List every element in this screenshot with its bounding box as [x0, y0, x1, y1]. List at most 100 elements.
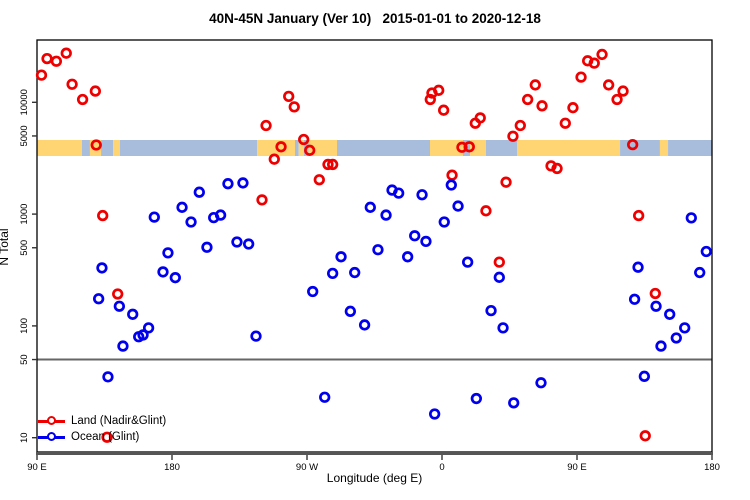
data-point-ocean: [102, 371, 114, 383]
data-point-ocean: [364, 201, 376, 213]
data-point-ocean: [250, 330, 262, 342]
data-point-ocean: [92, 293, 105, 305]
x-tick-label: 180: [164, 462, 180, 473]
map-band-segment-ocean: [337, 140, 430, 156]
y-tick-label: 10000: [19, 89, 30, 115]
map-band-segment-ocean: [295, 140, 299, 156]
data-point-land: [438, 104, 450, 116]
data-point-land: [35, 69, 48, 81]
data-point-ocean: [485, 304, 497, 317]
data-point-land: [500, 176, 512, 188]
data-point-land: [480, 205, 492, 217]
data-point-land: [551, 162, 563, 175]
data-point-ocean: [176, 201, 188, 213]
data-point-ocean: [650, 300, 662, 312]
data-point-land: [304, 144, 316, 156]
data-point-ocean: [694, 266, 706, 279]
data-point-ocean: [319, 391, 331, 403]
data-point-land: [545, 160, 557, 172]
data-point-ocean: [237, 177, 249, 189]
map-band-segment-ocean: [485, 140, 517, 156]
land-series-symbol: [38, 416, 65, 426]
data-point-ocean: [117, 340, 129, 352]
data-point-ocean: [493, 271, 505, 283]
data-point-ocean: [535, 377, 547, 389]
data-point-ocean: [372, 244, 384, 256]
data-point-land: [522, 93, 534, 106]
data-point-ocean: [358, 319, 371, 331]
data-point-ocean: [327, 267, 339, 280]
legend-label-land: Land (Nadir&Glint): [71, 415, 167, 427]
map-band-segment-ocean: [119, 140, 258, 156]
map-band-segment-land: [517, 140, 621, 156]
data-point-land: [633, 209, 645, 222]
data-point-ocean: [445, 179, 457, 191]
data-point-ocean: [127, 308, 139, 320]
data-point-ocean: [307, 285, 319, 298]
data-point-land: [97, 209, 109, 222]
map-band-segment-land: [113, 140, 120, 156]
map-band-segment-ocean: [620, 140, 660, 156]
data-point-ocean: [438, 216, 450, 228]
map-band-segment-land: [298, 140, 304, 156]
chart-title: 40N-45N January (Ver 10) 2015-01-01 to 2…: [209, 11, 541, 26]
data-point-land: [298, 133, 310, 146]
data-point-ocean: [96, 262, 108, 274]
data-point-ocean: [655, 340, 667, 352]
data-point-land: [322, 158, 334, 171]
data-point-ocean: [462, 256, 474, 268]
data-point-ocean: [664, 308, 676, 320]
map-band-segment-ocean: [101, 140, 114, 156]
data-point-land: [327, 158, 339, 171]
data-point-land: [288, 101, 300, 113]
data-point-ocean: [231, 236, 243, 248]
data-point-ocean: [628, 293, 641, 305]
map-band-segment-land: [37, 140, 82, 156]
data-point-land: [507, 130, 519, 142]
y-tick-label: 100: [19, 318, 30, 334]
data-point-land: [283, 90, 295, 103]
data-point-land: [90, 139, 102, 151]
data-point-land: [101, 431, 113, 443]
data-point-ocean: [335, 251, 347, 263]
data-point-land: [89, 85, 101, 97]
data-point-land: [474, 112, 486, 124]
data-point-ocean: [402, 251, 414, 263]
data-point-ocean: [148, 211, 160, 223]
legend-label-ocean: Ocean (Glint): [71, 431, 140, 443]
data-point-land: [536, 100, 548, 112]
map-band-segment-land: [430, 140, 463, 156]
legend-item-ocean: Ocean (Glint): [38, 429, 166, 445]
x-tick-label: 90 E: [567, 462, 587, 473]
y-tick-label: 5000: [19, 125, 30, 146]
data-point-land: [493, 256, 505, 268]
map-band-segment-ocean: [668, 140, 712, 156]
data-point-ocean: [349, 266, 361, 279]
map-band-segment-land: [308, 140, 337, 156]
data-point-ocean: [429, 408, 441, 420]
data-point-ocean: [508, 397, 520, 409]
data-point-ocean: [497, 322, 509, 334]
y-tick-label: 10: [19, 432, 30, 443]
data-point-land: [41, 52, 53, 65]
map-band-segment-land: [659, 140, 669, 156]
data-point-ocean: [409, 230, 421, 242]
data-point-ocean: [670, 332, 682, 344]
data-point-land: [559, 117, 571, 129]
data-point-ocean: [344, 305, 357, 317]
data-point-land: [611, 93, 623, 106]
y-tick-label: 500: [19, 240, 30, 256]
data-point-land: [596, 48, 608, 61]
data-point-ocean: [157, 266, 169, 278]
data-point-ocean: [380, 209, 392, 221]
data-point-land: [588, 57, 600, 69]
data-point-land: [60, 47, 72, 59]
data-point-ocean: [201, 241, 213, 253]
data-point-ocean: [632, 261, 644, 273]
legend: Land (Nadir&Glint) Ocean (Glint): [38, 413, 166, 445]
data-point-ocean: [113, 300, 125, 312]
data-point-ocean: [420, 235, 432, 248]
data-point-ocean: [242, 238, 255, 250]
data-point-land: [112, 288, 124, 300]
